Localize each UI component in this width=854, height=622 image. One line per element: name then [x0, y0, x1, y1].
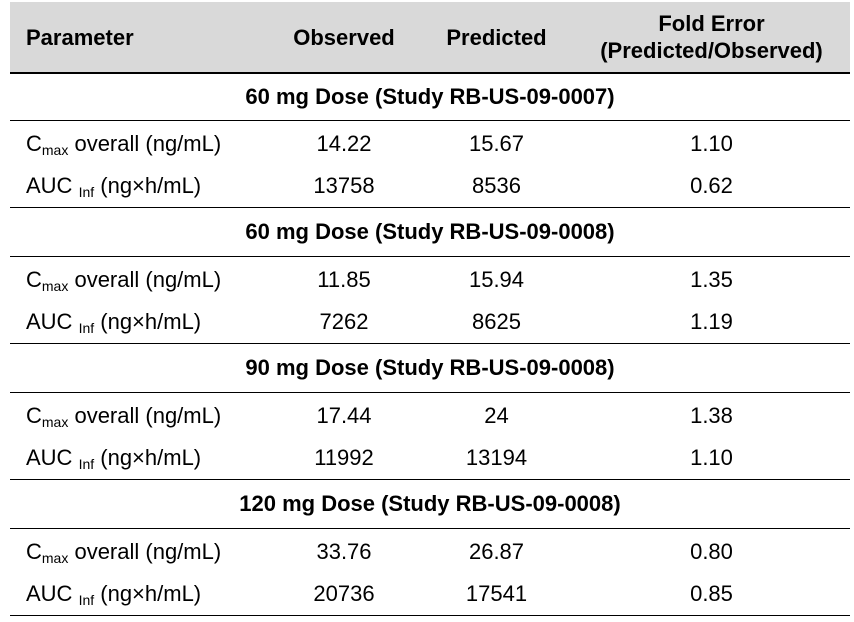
- fold-error-value: 0.85: [573, 573, 850, 616]
- header-fold-error: Fold Error (Predicted/Observed): [573, 2, 850, 74]
- header-fold-error-line2: (Predicted/Observed): [600, 38, 823, 63]
- header-parameter: Parameter: [10, 2, 268, 74]
- predicted-value: 24: [484, 403, 509, 428]
- observed-value: 20736: [268, 573, 420, 616]
- header-predicted: Predicted: [420, 2, 573, 74]
- predicted-value: 8625: [420, 301, 573, 344]
- predicted-value: 8536: [420, 165, 573, 208]
- section-row: 60 mg Dose (Study RB-US-09-0007): [10, 73, 850, 121]
- fold-error-value: 1.19: [573, 301, 850, 344]
- predicted-value: 15.94: [468, 267, 525, 292]
- param-rest: overall (ng/mL): [68, 539, 222, 564]
- section-title: 90 mg Dose (Study RB-US-09-0008): [10, 343, 850, 393]
- fold-error-value: 1.10: [690, 131, 733, 156]
- parameter-name: Cmax overall (ng/mL): [10, 257, 268, 302]
- parameter-name: Cmax overall (ng/mL): [10, 121, 268, 166]
- fold-error-value: 1.35: [690, 267, 733, 292]
- param-subscript: Inf: [78, 592, 95, 608]
- param-subscript: max: [41, 278, 69, 294]
- header-fold-error-line1: Fold Error: [658, 11, 765, 36]
- param-subscript: max: [41, 414, 69, 430]
- observed-value: 7262: [268, 301, 420, 344]
- table-row: Cmax overall (ng/mL) 17.44 24 1.38: [10, 393, 850, 438]
- param-rest: overall (ng/mL): [68, 267, 222, 292]
- param-rest: (ng×h/mL): [94, 173, 202, 198]
- fold-error-value: 1.10: [573, 437, 850, 480]
- table-body: 60 mg Dose (Study RB-US-09-0007) Cmax ov…: [10, 73, 850, 616]
- header-observed: Observed: [268, 2, 420, 74]
- table-row: Cmax overall (ng/mL) 33.76 26.87 0.80: [10, 529, 850, 574]
- param-main: AUC: [26, 173, 79, 198]
- fold-error-value: 0.80: [690, 539, 733, 564]
- table-row: AUC Inf (ng×h/mL) 20736 17541 0.85: [10, 573, 850, 616]
- predicted-value: 13194: [420, 437, 573, 480]
- parameter-name: Cmax overall (ng/mL): [10, 393, 268, 438]
- param-main: AUC: [26, 581, 79, 606]
- parameter-name: AUC Inf (ng×h/mL): [10, 573, 268, 616]
- param-rest: (ng×h/mL): [94, 309, 202, 334]
- section-row: 90 mg Dose (Study RB-US-09-0008): [10, 343, 850, 393]
- param-subscript: max: [41, 142, 69, 158]
- fold-error-value: 1.38: [690, 403, 733, 428]
- section-row: 60 mg Dose (Study RB-US-09-0008): [10, 207, 850, 257]
- observed-value: 13758: [268, 165, 420, 208]
- section-title: 120 mg Dose (Study RB-US-09-0008): [10, 479, 850, 529]
- param-main: AUC: [26, 309, 79, 334]
- section-title: 60 mg Dose (Study RB-US-09-0008): [10, 207, 850, 257]
- param-rest: (ng×h/mL): [94, 581, 202, 606]
- observed-value: 14.22: [316, 131, 372, 156]
- table-row: AUC Inf (ng×h/mL) 11992 13194 1.10: [10, 437, 850, 480]
- table-row: AUC Inf (ng×h/mL) 7262 8625 1.19: [10, 301, 850, 344]
- param-subscript: Inf: [78, 184, 95, 200]
- parameter-name: AUC Inf (ng×h/mL): [10, 165, 268, 208]
- param-main: C: [26, 403, 42, 428]
- observed-value: 33.76: [316, 539, 372, 564]
- param-main: C: [26, 267, 42, 292]
- fold-error-value: 0.62: [573, 165, 850, 208]
- param-rest: (ng×h/mL): [94, 445, 202, 470]
- table-header: Parameter Observed Predicted Fold Error …: [10, 2, 850, 74]
- parameter-name: AUC Inf (ng×h/mL): [10, 301, 268, 344]
- predicted-value: 15.67: [468, 131, 525, 156]
- predicted-value: 17541: [420, 573, 573, 616]
- table-row: Cmax overall (ng/mL) 11.85 15.94 1.35: [10, 257, 850, 302]
- param-subscript: Inf: [78, 320, 95, 336]
- parameter-name: Cmax overall (ng/mL): [10, 529, 268, 574]
- observed-value: 17.44: [316, 403, 372, 428]
- table-row: AUC Inf (ng×h/mL) 13758 8536 0.62: [10, 165, 850, 208]
- table-row: Cmax overall (ng/mL) 14.22 15.67 1.10: [10, 121, 850, 166]
- param-subscript: max: [41, 550, 69, 566]
- param-main: C: [26, 539, 42, 564]
- observed-value: 11992: [268, 437, 420, 480]
- pk-comparison-table: Parameter Observed Predicted Fold Error …: [10, 2, 850, 616]
- header-row: Parameter Observed Predicted Fold Error …: [10, 2, 850, 74]
- observed-value: 11.85: [317, 267, 371, 292]
- param-rest: overall (ng/mL): [68, 131, 222, 156]
- parameter-name: AUC Inf (ng×h/mL): [10, 437, 268, 480]
- section-title: 60 mg Dose (Study RB-US-09-0007): [10, 73, 850, 121]
- param-rest: overall (ng/mL): [68, 403, 222, 428]
- param-subscript: Inf: [78, 456, 95, 472]
- section-row: 120 mg Dose (Study RB-US-09-0008): [10, 479, 850, 529]
- param-main: C: [26, 131, 42, 156]
- predicted-value: 26.87: [468, 539, 525, 564]
- param-main: AUC: [26, 445, 79, 470]
